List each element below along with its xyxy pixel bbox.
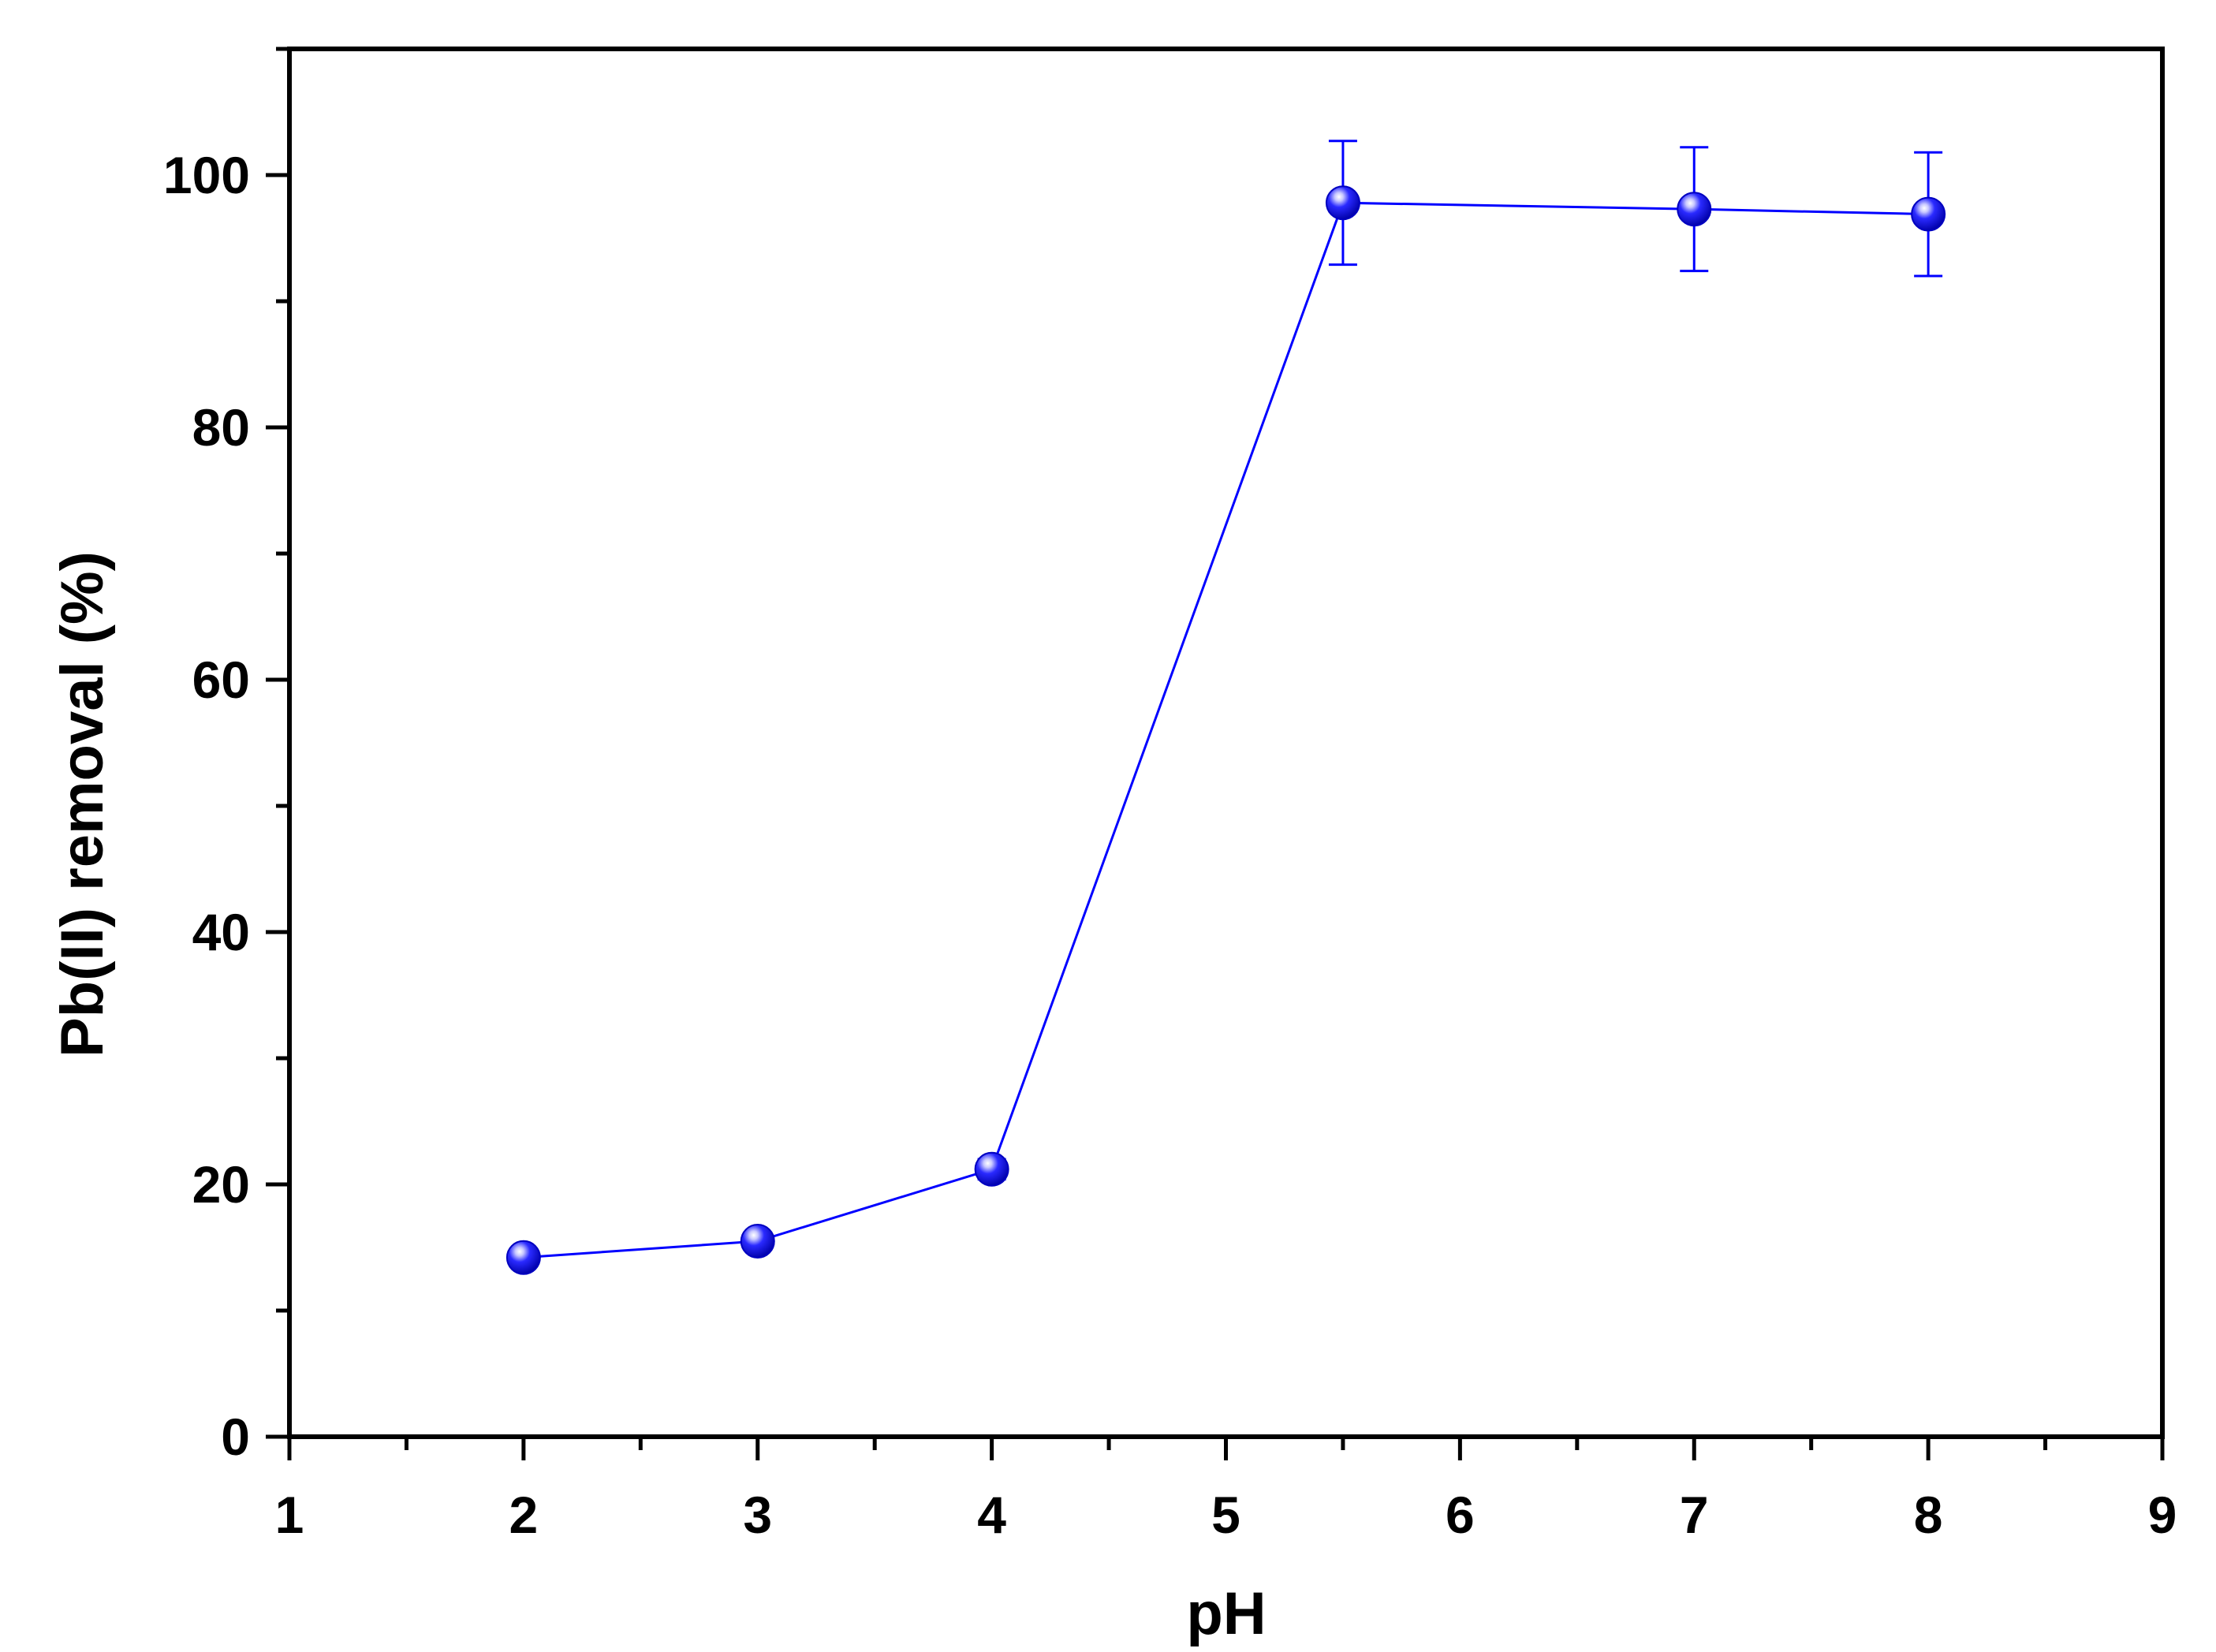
y-axis-ticks [266, 47, 289, 1439]
y-tick-label: 60 [192, 651, 250, 709]
y-tick-label: 40 [192, 903, 250, 961]
plot-frame [287, 47, 2165, 1439]
x-axis-tick-labels: 1 2 3 4 5 6 7 8 9 [275, 1486, 2177, 1544]
x-tick-label: 9 [2148, 1486, 2177, 1544]
x-tick-label: 3 [743, 1486, 772, 1544]
x-tick-label: 4 [977, 1486, 1006, 1544]
y-axis-tick-labels: 0 20 40 60 80 100 [163, 146, 250, 1466]
data-point [740, 1224, 775, 1259]
data-point [1325, 185, 1360, 221]
y-axis-label: Pb(II) removal (%) [49, 551, 116, 1057]
x-tick-label: 7 [1680, 1486, 1709, 1544]
series-line [523, 201, 1929, 1259]
y-tick-label: 80 [192, 398, 250, 457]
x-tick-label: 6 [1446, 1486, 1475, 1544]
y-tick-label: 20 [192, 1155, 250, 1214]
x-tick-label: 8 [1914, 1486, 1943, 1544]
data-point [506, 1240, 541, 1275]
x-tick-label: 5 [1211, 1486, 1240, 1544]
data-point [1677, 192, 1712, 227]
y-tick-label: 0 [221, 1408, 250, 1466]
x-tick-label: 1 [275, 1486, 304, 1544]
x-axis-ticks [287, 1437, 2165, 1460]
y-tick-label: 100 [163, 146, 250, 204]
data-point [974, 1151, 1009, 1187]
series-layer [506, 140, 1946, 1275]
x-axis-label: pH [1186, 1580, 1266, 1647]
data-point [1911, 196, 1946, 232]
x-tick-label: 2 [509, 1486, 539, 1544]
